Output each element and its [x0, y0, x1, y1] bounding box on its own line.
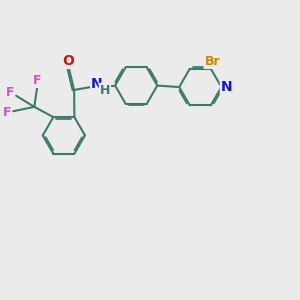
Text: F: F	[5, 86, 14, 99]
Text: F: F	[33, 74, 41, 87]
Text: O: O	[62, 54, 74, 68]
Text: H: H	[100, 84, 110, 97]
Text: N: N	[91, 77, 103, 92]
Text: N: N	[221, 80, 232, 94]
Text: F: F	[2, 106, 11, 119]
Text: Br: Br	[205, 55, 220, 68]
